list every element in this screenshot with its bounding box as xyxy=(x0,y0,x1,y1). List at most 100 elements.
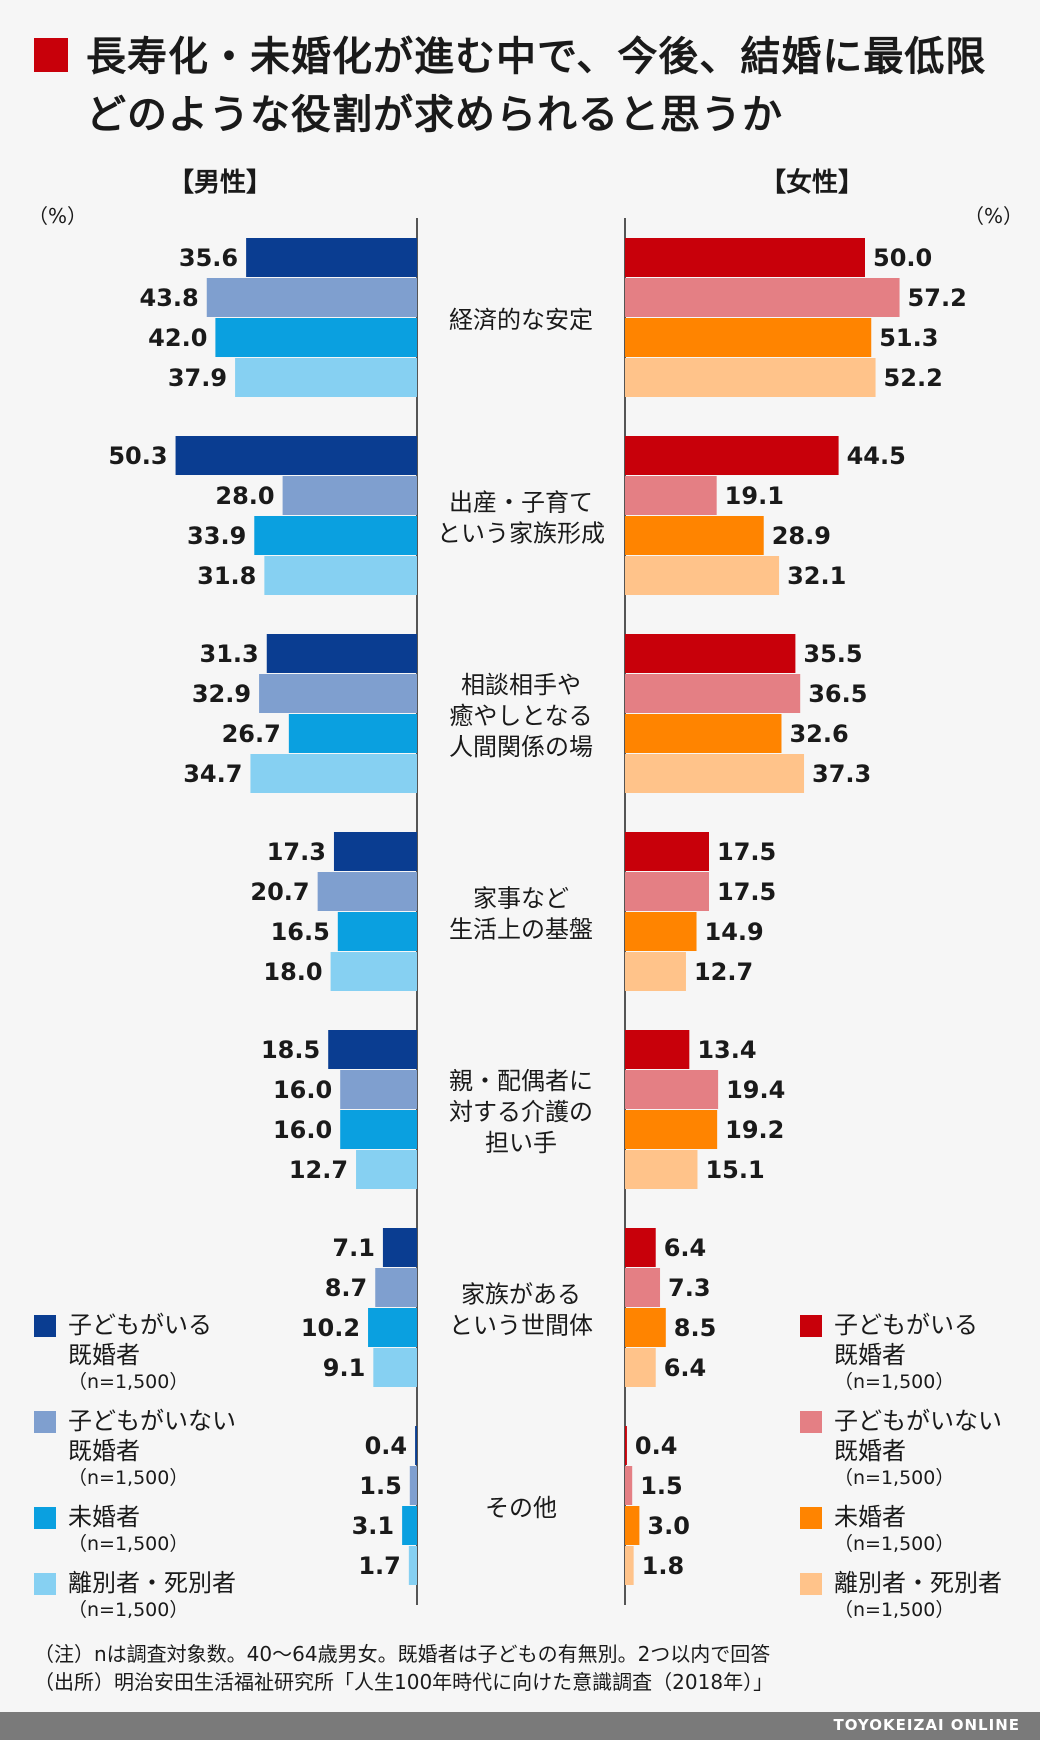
male-bar xyxy=(415,1426,417,1465)
category-label: 親・配偶者に xyxy=(449,1067,593,1095)
female-bar xyxy=(625,238,865,277)
female-value-label: 0.4 xyxy=(635,1432,678,1460)
female-unit: （%） xyxy=(964,204,1024,228)
legend-swatch xyxy=(34,1573,56,1595)
male-value-label: 43.8 xyxy=(140,284,199,312)
female-legend: 子どもがいる 既婚者 （n=1,500） 子どもがいない 既婚者 （n=1,500） 未婚者… xyxy=(800,1310,1002,1634)
female-value-label: 15.1 xyxy=(705,1156,764,1184)
legend-label: 既婚者 xyxy=(834,1341,906,1369)
legend-sample-size: （n=1,500） xyxy=(68,1533,189,1555)
category-label: という家族形成 xyxy=(437,520,605,548)
female-value-label: 6.4 xyxy=(664,1354,707,1382)
female-value-label: 13.4 xyxy=(697,1036,756,1064)
male-bar xyxy=(340,1110,417,1149)
female-bar xyxy=(625,872,709,911)
female-value-label: 36.5 xyxy=(808,680,867,708)
male-bar xyxy=(337,912,417,951)
female-bar xyxy=(625,476,717,515)
male-value-label: 31.3 xyxy=(200,640,259,668)
male-bar xyxy=(235,358,417,397)
female-bar xyxy=(625,1150,698,1189)
male-bar xyxy=(288,714,417,753)
female-bar xyxy=(625,318,872,357)
category-label: 担い手 xyxy=(485,1129,557,1157)
female-value-label: 14.9 xyxy=(705,918,764,946)
female-label: 【女性】 xyxy=(760,168,865,198)
female-legend-item: 未婚者 （n=1,500） xyxy=(800,1502,1002,1556)
female-legend-item: 子どもがいない 既婚者 （n=1,500） xyxy=(800,1406,1002,1490)
female-bar xyxy=(625,634,796,673)
legend-label: 既婚者 xyxy=(834,1437,906,1465)
female-legend-item: 離別者・死別者 （n=1,500） xyxy=(800,1568,1002,1622)
category-label: という世間体 xyxy=(449,1312,593,1340)
legend-label: 子どもがいない xyxy=(834,1407,1002,1435)
male-bar xyxy=(282,476,417,515)
note-source: （出所）明治安田生活福祉研究所「人生100年時代に向けた意識調査（2018年）」 xyxy=(34,1670,774,1694)
legend-swatch xyxy=(34,1411,56,1433)
male-value-label: 33.9 xyxy=(187,522,246,550)
legend-swatch xyxy=(34,1507,56,1529)
category-label: 生活上の基盤 xyxy=(449,916,593,944)
female-bar xyxy=(625,556,780,595)
female-bar xyxy=(625,1228,656,1267)
male-legend: 子どもがいる 既婚者 （n=1,500） 子どもがいない 既婚者 （n=1,500） 未婚者… xyxy=(34,1310,236,1634)
male-bar xyxy=(317,872,417,911)
legend-swatch xyxy=(800,1507,822,1529)
male-bar xyxy=(356,1150,417,1189)
female-value-label: 37.3 xyxy=(812,760,871,788)
female-value-label: 12.7 xyxy=(694,958,753,986)
male-value-label: 8.7 xyxy=(325,1274,368,1302)
female-bar xyxy=(625,1110,718,1149)
male-value-label: 31.8 xyxy=(197,562,256,590)
female-value-label: 19.2 xyxy=(725,1116,784,1144)
category-label: 家族がある xyxy=(461,1281,581,1309)
female-bar xyxy=(625,358,876,397)
female-value-label: 32.6 xyxy=(789,720,848,748)
male-bar xyxy=(368,1308,417,1347)
male-bar xyxy=(254,516,417,555)
female-bar xyxy=(625,1466,633,1505)
male-bar xyxy=(266,634,417,673)
legend-sample-size: （n=1,500） xyxy=(68,1599,189,1621)
female-value-label: 35.5 xyxy=(803,640,862,668)
female-bar xyxy=(625,1348,656,1387)
male-legend-item: 未婚者 （n=1,500） xyxy=(34,1502,236,1556)
female-value-label: 19.1 xyxy=(725,482,784,510)
female-value-label: 50.0 xyxy=(873,244,932,272)
female-bar xyxy=(625,714,782,753)
female-value-label: 17.5 xyxy=(717,838,776,866)
female-value-label: 19.4 xyxy=(726,1076,785,1104)
legend-label: 子どもがいない xyxy=(68,1407,236,1435)
male-value-label: 10.2 xyxy=(301,1314,360,1342)
male-value-label: 17.3 xyxy=(267,838,326,866)
legend-label: 既婚者 xyxy=(68,1341,140,1369)
footer-brand: TOYOKEIZAI ONLINE xyxy=(833,1716,1020,1734)
legend-sample-size: （n=1,500） xyxy=(834,1371,955,1393)
female-value-label: 7.3 xyxy=(668,1274,711,1302)
male-value-label: 37.9 xyxy=(168,364,227,392)
notes: （注）nは調査対象数。40〜64歳男女。既婚者は子どもの有無別。2つ以内で回答 … xyxy=(34,1640,773,1696)
female-value-label: 52.2 xyxy=(884,364,943,392)
female-value-label: 8.5 xyxy=(674,1314,717,1342)
category-label: 対する介護の xyxy=(449,1098,593,1126)
title-marker xyxy=(34,38,68,72)
title-line-2: どのような役割が求められると思うか xyxy=(86,92,783,138)
female-value-label: 3.0 xyxy=(647,1512,690,1540)
male-value-label: 16.0 xyxy=(273,1116,332,1144)
male-value-label: 50.3 xyxy=(108,442,167,470)
male-label: 【男性】 xyxy=(168,168,273,198)
male-value-label: 16.0 xyxy=(273,1076,332,1104)
female-value-label: 51.3 xyxy=(879,324,938,352)
female-bar xyxy=(625,1308,666,1347)
male-bar xyxy=(373,1348,417,1387)
female-bar xyxy=(625,952,686,991)
female-bar xyxy=(625,1070,719,1109)
male-bar xyxy=(330,952,417,991)
legend-label: 既婚者 xyxy=(68,1437,140,1465)
category-label: 家事など xyxy=(473,885,569,913)
female-value-label: 57.2 xyxy=(908,284,967,312)
male-bar xyxy=(328,1030,417,1069)
male-value-label: 1.7 xyxy=(358,1552,401,1580)
female-value-label: 44.5 xyxy=(847,442,906,470)
category-label: 出産・子育て xyxy=(449,489,593,517)
